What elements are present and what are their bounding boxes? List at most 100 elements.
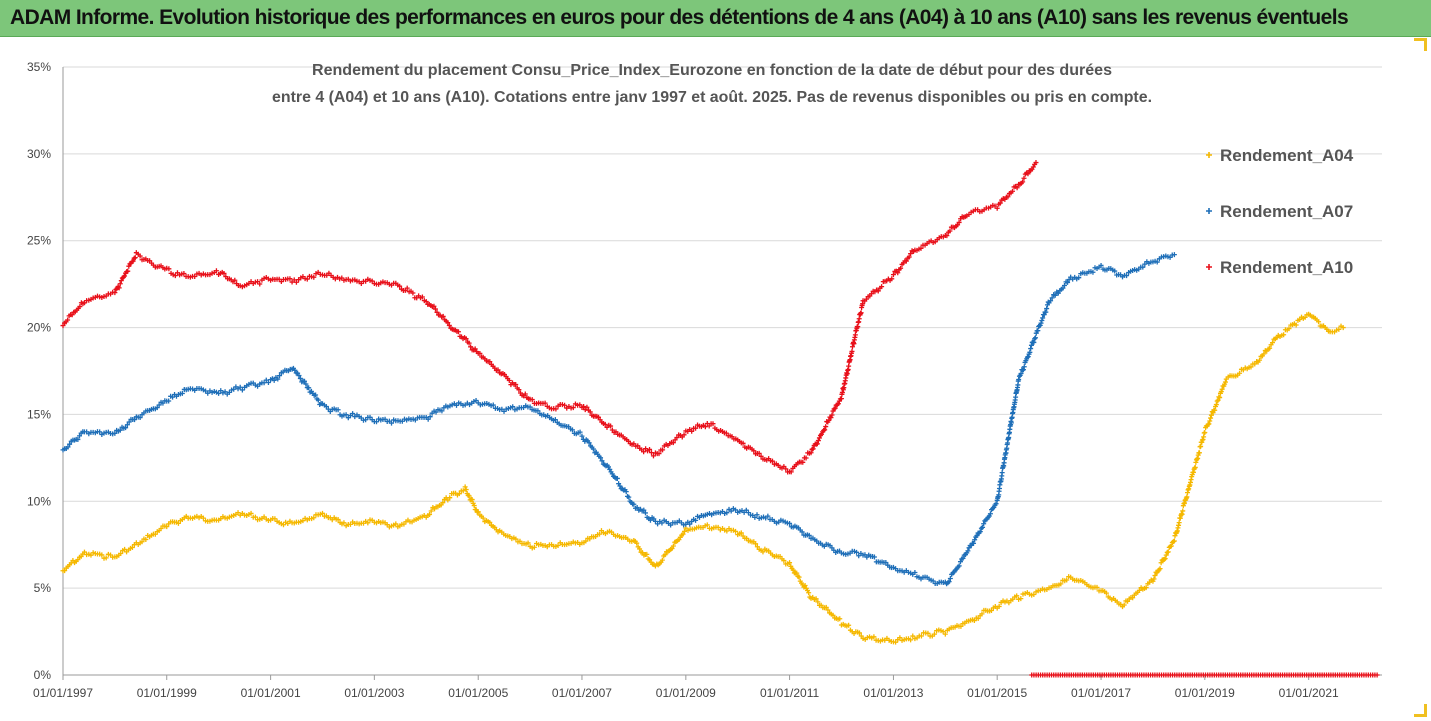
series-layer [60,160,1380,678]
data-point [166,266,172,272]
data-point [112,430,118,436]
data-point [912,569,918,575]
data-point [1065,279,1071,285]
data-point [60,323,66,329]
data-point [1215,397,1221,403]
data-point [979,611,985,617]
data-point [1039,318,1045,324]
data-point [1198,443,1204,449]
data-point [1267,345,1273,351]
data-point [598,455,604,461]
data-point [1058,581,1064,587]
data-point [389,420,395,426]
data-point [152,531,158,537]
data-point [126,419,132,425]
data-point [641,507,647,513]
data-point [456,491,462,497]
data-point [569,427,575,433]
data-point [854,549,860,555]
data-point [117,281,123,287]
data-point [248,510,254,516]
data-point [306,385,312,391]
data-point [1044,306,1050,312]
data-point [1018,370,1024,376]
data-point [1121,602,1127,608]
data-point [956,219,962,225]
data-point [825,607,831,613]
data-point [462,484,468,490]
data-point [118,551,124,557]
data-point [1094,584,1100,590]
data-point [1020,367,1026,373]
data-point [1040,315,1046,321]
data-point [660,447,666,453]
data-point [751,448,757,454]
data-point [313,392,319,398]
data-point [463,336,469,342]
data-point [702,424,708,430]
data-point [837,616,843,622]
title-banner: ADAM Informe. Evolution historique des p… [0,0,1431,37]
data-point [280,522,286,528]
data-point [397,283,403,289]
data-point [480,515,486,521]
data-point [516,387,522,393]
data-point [980,524,986,530]
data-point [1031,339,1037,345]
data-point [910,633,916,639]
data-point [1257,357,1263,363]
data-point [1014,593,1020,599]
data-point [634,540,640,546]
data-point [1154,259,1160,265]
data-point [137,253,143,259]
data-point [942,631,948,637]
data-point [419,294,425,300]
data-point [796,574,802,580]
data-point [1158,560,1164,566]
data-point [626,494,632,500]
data-point [1214,398,1220,404]
data-point [156,402,162,408]
data-point [469,497,475,503]
legend-marker [1206,264,1212,270]
data-point [261,380,267,386]
data-point [179,390,185,396]
data-point [553,406,559,412]
data-point [1163,552,1169,558]
data-point [599,458,605,464]
data-point [293,279,299,285]
data-point [213,268,219,274]
data-point [803,455,809,461]
data-point [829,412,835,418]
data-point [1151,576,1157,582]
data-point [617,483,623,489]
data-point [404,285,410,291]
data-point [715,524,721,530]
data-point [440,313,446,319]
data-point [1157,566,1163,572]
y-grid [62,66,1382,676]
data-point [427,414,433,420]
data-point [132,417,138,423]
data-point [754,512,760,518]
data-point [428,508,434,514]
data-point [323,404,329,410]
data-point [981,521,987,527]
data-point [513,536,519,542]
data-point [800,459,806,465]
data-point [813,596,819,602]
data-point [856,316,862,322]
data-point [130,258,136,264]
data-point [1171,252,1177,258]
data-point [577,429,583,435]
data-point [67,441,73,447]
data-point [587,409,593,415]
data-point [637,546,643,552]
chart-subtitle: Rendement du placement Consu_Price_Index… [272,62,1152,106]
data-point [275,376,281,382]
data-point [960,555,966,561]
data-point [681,432,687,438]
data-point [1010,188,1016,194]
data-point [754,544,760,550]
data-point [787,520,793,526]
